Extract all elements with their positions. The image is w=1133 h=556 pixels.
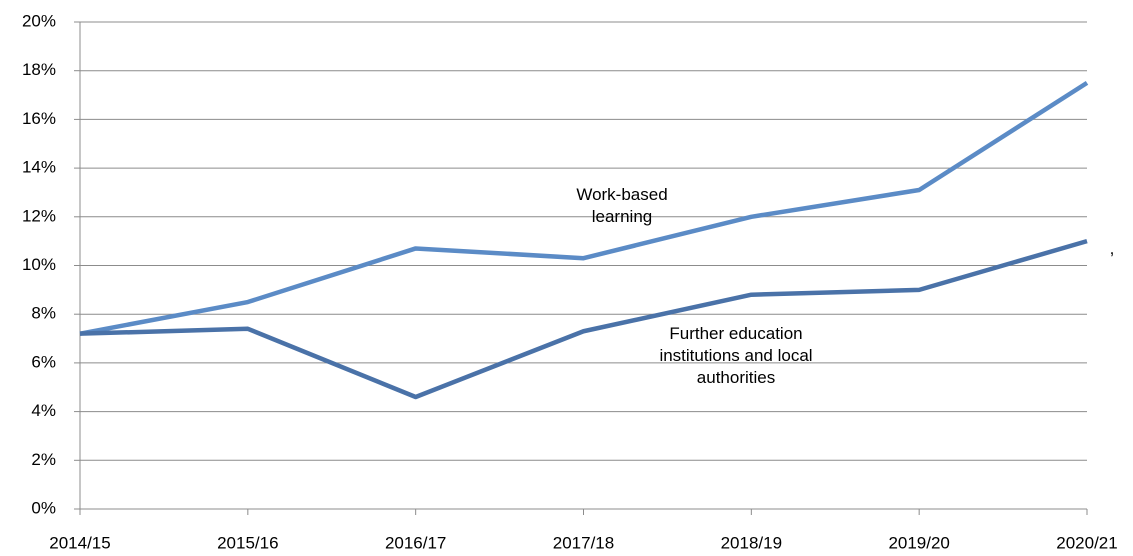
x-tick-label: 2014/15 (49, 533, 110, 552)
y-tick-label: 16% (22, 109, 56, 128)
x-tick-label: 2017/18 (553, 533, 614, 552)
y-tick-label: 10% (22, 255, 56, 274)
y-tick-label: 2% (31, 450, 56, 469)
series-label: Work-based learning (576, 185, 668, 226)
x-tick-label: 2015/16 (217, 533, 278, 552)
x-tick-label: 2018/19 (721, 533, 782, 552)
y-tick-label: 8% (31, 304, 56, 323)
y-tick-label: 18% (22, 60, 56, 79)
series-label: Further education institutions and local… (659, 324, 813, 387)
y-tick-label: 6% (31, 352, 56, 371)
x-tick-label: 2020/21 (1056, 533, 1117, 552)
y-tick-label: 4% (31, 401, 56, 420)
y-tick-label: 0% (31, 498, 56, 517)
y-tick-label: 20% (22, 11, 56, 30)
y-tick-label: 12% (22, 206, 56, 225)
x-tick-label: 2019/20 (888, 533, 949, 552)
series-line (79, 238, 1088, 400)
y-tick-label: 14% (22, 158, 56, 177)
series-line (79, 80, 1089, 336)
x-tick-label: 2016/17 (385, 533, 446, 552)
annotation: , (1109, 239, 1115, 258)
